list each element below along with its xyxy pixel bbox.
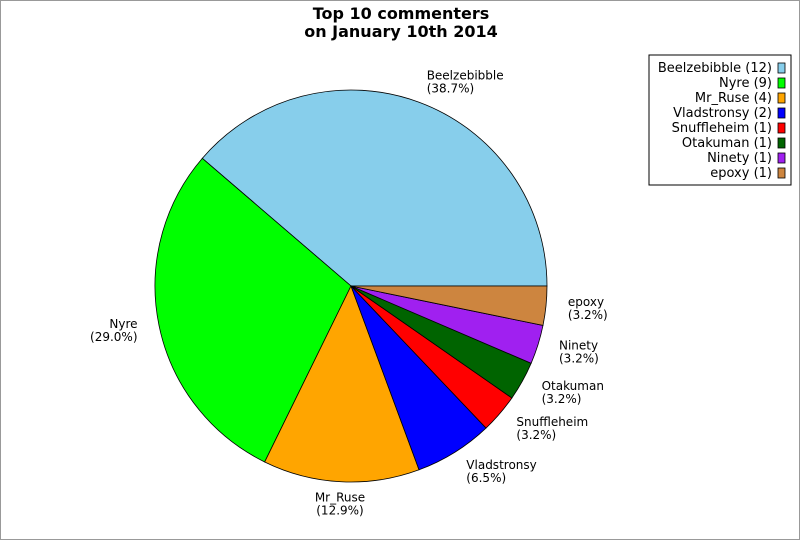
chart-title-line-2: on January 10th 2014: [304, 22, 498, 41]
legend-label: epoxy (1): [710, 166, 772, 181]
slice-label-beelzebibble: Beelzebibble (38.7%): [427, 69, 504, 96]
slice-label-mr-ruse: Mr_Ruse (12.9%): [315, 491, 365, 518]
legend-swatch: [777, 167, 786, 179]
pie-slice-mr-ruse: [264, 284, 420, 483]
pie-labels: Beelzebibble (38.7%) Nyre (29.0%) Mr_Ruse (12…: [90, 69, 608, 518]
slice-label-name: Nyre: [109, 317, 137, 331]
slice-label-vladstronsy: Vladstronsy (6.5%): [466, 458, 536, 485]
pie-slice-beelzebibble: [201, 89, 548, 287]
slice-label-name: Beelzebibble: [427, 69, 504, 83]
legend-label: Otakuman (1): [682, 136, 772, 151]
slice-label-percent: (3.2%): [559, 351, 599, 365]
pie-slices: [154, 89, 548, 483]
slice-label-name: Mr_Ruse: [315, 491, 365, 505]
slice-label-name: Otakuman: [542, 379, 604, 393]
slice-label-name: Vladstronsy: [466, 458, 536, 472]
chart-title-line-1: Top 10 commenters: [313, 4, 490, 23]
legend-swatch: [777, 92, 786, 104]
slice-label-name: Snuffleheim: [516, 415, 588, 429]
legend-label: Nyre (9): [719, 76, 772, 91]
legend-swatch: [777, 77, 786, 89]
slice-label-snuffleheim: Snuffleheim (3.2%): [516, 415, 588, 442]
slice-label-ninety: Ninety (3.2%): [559, 338, 599, 365]
legend-swatch: [777, 152, 786, 164]
legend-swatch: [777, 62, 786, 74]
legend: Beelzebibble (12)Nyre (9)Mr_Ruse (4)Vlad…: [648, 54, 792, 186]
slice-label-percent: (29.0%): [90, 330, 137, 344]
legend-label: Snuffleheim (1): [672, 121, 772, 136]
slice-label-percent: (3.2%): [542, 392, 582, 406]
legend-box: [648, 54, 792, 186]
legend-label: Beelzebibble (12): [658, 61, 772, 76]
legend-label: Vladstronsy (2): [673, 106, 772, 121]
legend-swatch: [777, 122, 786, 134]
slice-label-percent: (3.2%): [516, 428, 556, 442]
slice-label-name: epoxy: [568, 295, 604, 309]
slice-label-nyre: Nyre (29.0%): [90, 317, 137, 344]
pie-slice-nyre: [154, 157, 352, 463]
slice-label-epoxy: epoxy (3.2%): [568, 295, 608, 322]
slice-label-otakuman: Otakuman (3.2%): [542, 379, 604, 406]
slice-label-percent: (38.7%): [427, 82, 474, 96]
legend-swatch: [777, 107, 786, 119]
slice-label-percent: (3.2%): [568, 308, 608, 322]
pie-slice-epoxy: [350, 285, 548, 326]
slice-label-percent: (12.9%): [316, 504, 363, 518]
slice-label-name: Ninety: [559, 338, 598, 352]
legend-label: Ninety (1): [707, 151, 772, 166]
slice-label-percent: (6.5%): [466, 471, 506, 485]
legend-swatch: [777, 137, 786, 149]
legend-label: Mr_Ruse (4): [695, 91, 772, 106]
